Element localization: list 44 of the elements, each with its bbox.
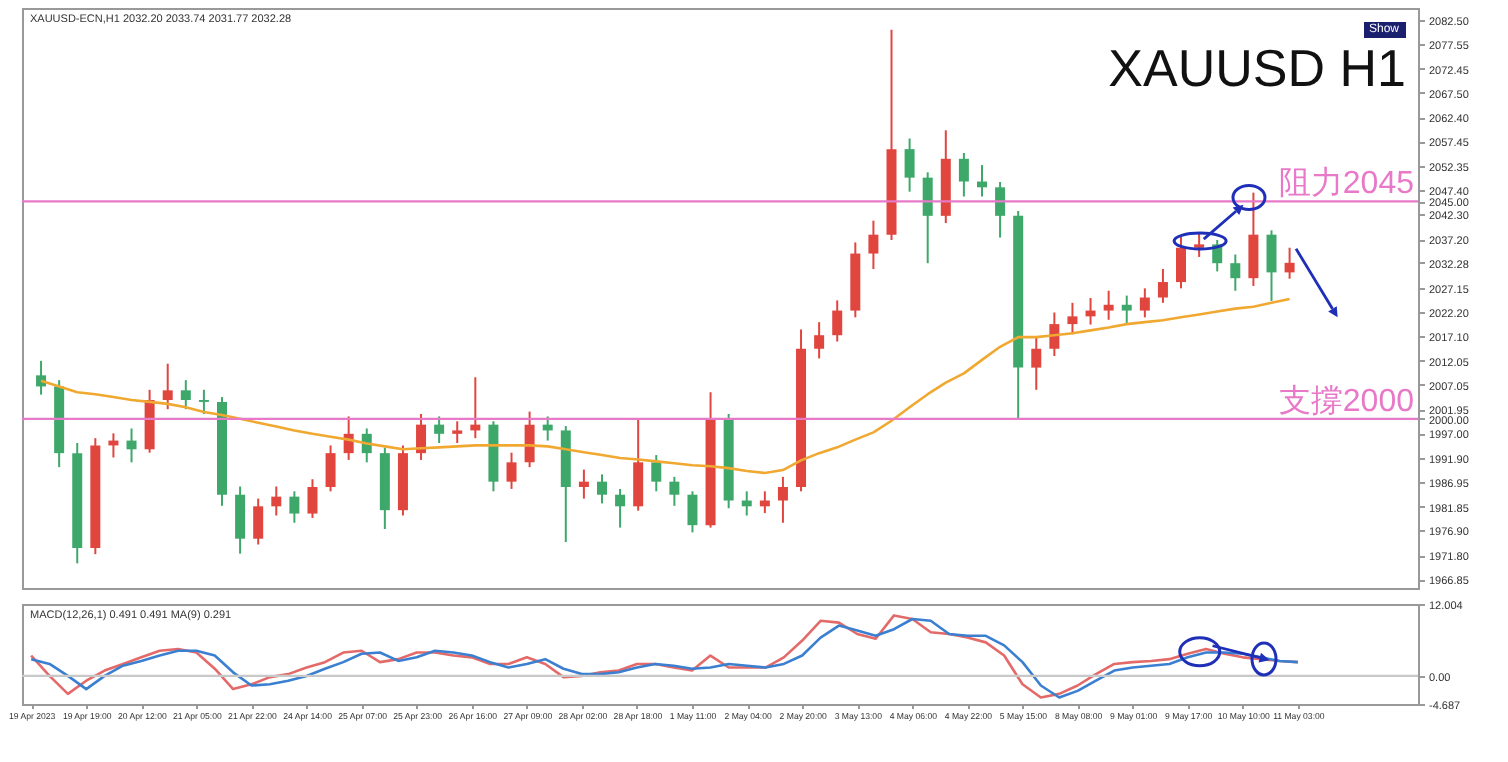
candlestick <box>615 487 626 529</box>
candlestick <box>1284 246 1295 280</box>
candlestick <box>669 475 680 507</box>
candlestick <box>452 420 463 444</box>
candlestick <box>596 473 607 505</box>
candlestick <box>198 388 209 415</box>
candlestick <box>651 454 662 493</box>
candlestick <box>180 379 191 411</box>
candlestick <box>777 475 788 524</box>
candlestick <box>633 417 644 512</box>
candlestick <box>1176 234 1187 290</box>
candlestick <box>506 451 517 490</box>
candlestick <box>271 485 282 517</box>
candlestick <box>325 444 336 493</box>
candlestick <box>162 362 173 411</box>
candlestick <box>1266 229 1277 302</box>
candlestick <box>434 415 445 444</box>
candlestick <box>1049 311 1060 357</box>
candlestick <box>868 219 879 270</box>
candlestick <box>1230 253 1241 292</box>
text: XAUUSD H1 <box>1108 38 1406 98</box>
candlestick <box>307 478 318 519</box>
candlestick <box>1121 294 1132 326</box>
candlestick <box>1031 335 1042 391</box>
candlestick <box>832 299 843 343</box>
candlestick <box>1248 191 1259 287</box>
candlestick <box>958 152 969 198</box>
ref-line-label: 阻力2045 <box>1278 165 1415 202</box>
ref-line-label: 支撐2000 <box>1278 382 1415 419</box>
candlestick <box>235 485 246 555</box>
candlestick <box>814 321 825 360</box>
candlestick <box>922 171 933 265</box>
candlestick <box>1139 287 1150 319</box>
candlestick <box>578 468 589 500</box>
candlestick <box>1103 289 1114 321</box>
candlestick <box>1157 268 1168 304</box>
candlestick <box>687 490 698 534</box>
candlestick <box>126 427 137 464</box>
candlestick <box>524 410 535 469</box>
candlestick <box>995 181 1006 239</box>
candlestick <box>904 137 915 193</box>
candlestick <box>1067 301 1078 336</box>
candlestick <box>253 497 264 546</box>
candlestick <box>289 490 300 524</box>
